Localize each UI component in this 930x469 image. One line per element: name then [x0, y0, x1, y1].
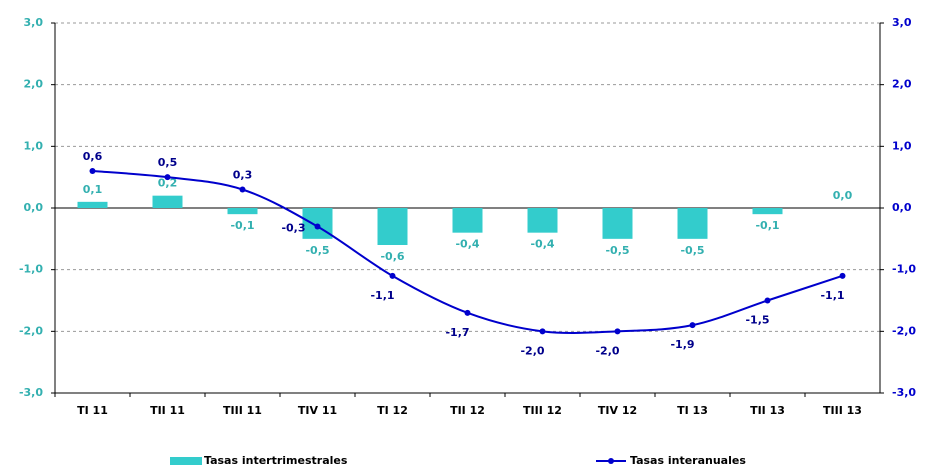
- legend-swatch: [170, 457, 202, 465]
- y2-tick-label: -2,0: [892, 324, 916, 337]
- x-tick-label: TIV 11: [298, 404, 337, 417]
- line-point: [239, 186, 246, 193]
- y-tick-label: -1,0: [19, 263, 43, 276]
- line-point: [314, 223, 321, 230]
- x-tick-label: TIII 13: [823, 404, 862, 417]
- line-label: -0,3: [281, 222, 305, 235]
- line-label: 0,3: [233, 169, 253, 182]
- bar-label: -0,1: [755, 219, 779, 232]
- bar-label: -0,4: [530, 238, 554, 251]
- y-tick-label: -3,0: [19, 386, 43, 399]
- bar: [152, 195, 183, 208]
- line-label: -1,9: [670, 338, 694, 351]
- line-label: -1,1: [820, 289, 844, 302]
- x-tick-label: TI 11: [77, 404, 108, 417]
- x-tick-label: TII 13: [750, 404, 785, 417]
- line-label: 0,6: [83, 150, 103, 163]
- x-tick-label: TIV 12: [598, 404, 637, 417]
- legend-label: Tasas intertrimestrales: [204, 454, 348, 467]
- y-tick-label: -2,0: [19, 324, 43, 337]
- bar: [602, 208, 633, 239]
- bar: [302, 208, 333, 239]
- x-tick-label: TII 12: [450, 404, 485, 417]
- bar: [377, 208, 408, 245]
- bar-label: -0,6: [380, 250, 404, 263]
- line-point: [764, 297, 771, 304]
- y-tick-label: 0,0: [24, 201, 44, 214]
- y2-tick-label: -3,0: [892, 386, 916, 399]
- bar-label: -0,5: [680, 244, 704, 257]
- bar: [677, 208, 708, 239]
- line-point: [164, 174, 171, 181]
- bar-label: -0,1: [230, 219, 254, 232]
- x-tick-label: TI 12: [377, 404, 408, 417]
- y-tick-label: 3,0: [24, 16, 44, 29]
- bar: [227, 208, 258, 215]
- legend-label: Tasas interanuales: [630, 454, 746, 467]
- bar: [527, 208, 558, 233]
- bar-label: 0,2: [158, 177, 178, 190]
- bar-label: -0,5: [605, 244, 629, 257]
- x-tick-label: TI 13: [677, 404, 708, 417]
- line-label: 0,5: [158, 156, 178, 169]
- line-point: [389, 272, 396, 279]
- line-label: -1,7: [445, 326, 469, 339]
- line-label: -2,0: [595, 344, 619, 357]
- line-point: [689, 322, 696, 329]
- y2-tick-label: 3,0: [892, 16, 912, 29]
- line-point: [464, 309, 471, 316]
- y-tick-label: 1,0: [24, 139, 44, 152]
- x-tick-label: TIII 11: [223, 404, 262, 417]
- bar: [77, 201, 108, 208]
- x-tick-label: TIII 12: [523, 404, 562, 417]
- line-point: [89, 168, 96, 174]
- y2-tick-label: 0,0: [892, 201, 912, 214]
- line: [92, 170, 843, 334]
- line-point: [614, 328, 621, 335]
- y2-tick-label: 1,0: [892, 139, 912, 152]
- x-tick-label: TII 11: [150, 404, 185, 417]
- bar: [752, 208, 783, 215]
- bar-label: 0,0: [833, 189, 853, 202]
- bar: [452, 208, 483, 233]
- line-point: [539, 328, 546, 335]
- line-label: -1,1: [370, 289, 394, 302]
- y2-tick-label: 2,0: [892, 78, 912, 91]
- y-tick-label: 2,0: [24, 78, 44, 91]
- legend-swatch-point: [608, 458, 614, 464]
- bar-label: 0,1: [83, 183, 103, 196]
- line-label: -2,0: [520, 344, 544, 357]
- line-label: -1,5: [745, 314, 769, 327]
- line-point: [839, 272, 846, 279]
- y2-tick-label: -1,0: [892, 263, 916, 276]
- bar-label: -0,5: [305, 244, 329, 257]
- bar-label: -0,4: [455, 238, 479, 251]
